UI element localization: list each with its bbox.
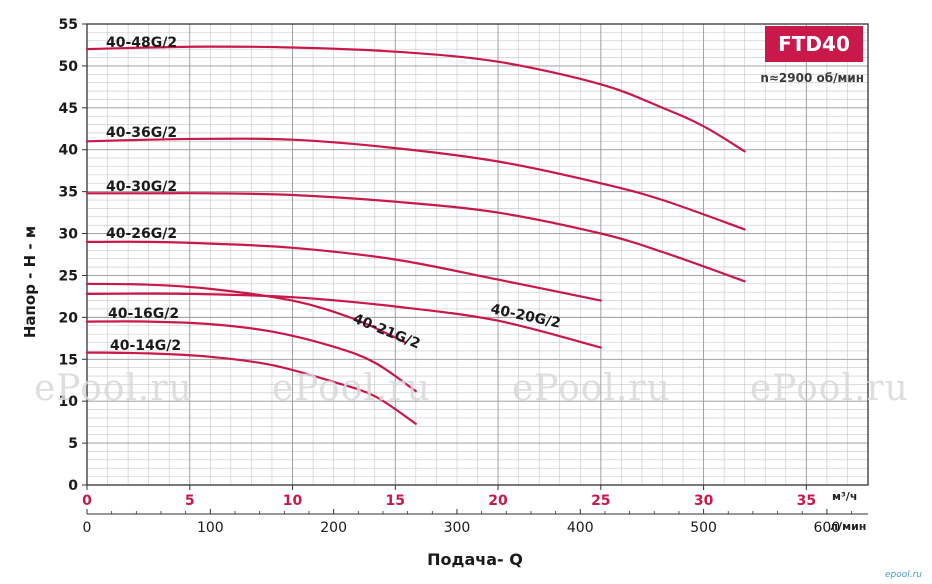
curve-label: 40-16G/2 <box>108 306 179 322</box>
y-tick-label: 20 <box>59 310 79 326</box>
x-tick-label: 20 <box>488 493 508 509</box>
pump-curve-40-36G/2 <box>85 137 746 231</box>
watermark-2: ePool.ru <box>272 368 431 409</box>
y-tick-label: 45 <box>59 101 78 117</box>
curve-label: 40-14G/2 <box>110 338 181 354</box>
x-tick-label: 25 <box>591 493 610 509</box>
y-tick-label: 50 <box>59 59 79 75</box>
x2-tick-label: 300 <box>444 520 471 536</box>
y-tick-label: 40 <box>59 143 79 159</box>
x-axis-label: Подача- Q <box>427 550 523 569</box>
y-axis-label: Напор - H - м <box>21 225 39 339</box>
y-tick-label: 0 <box>68 478 78 494</box>
corner-mark: epool.ru <box>884 570 922 580</box>
watermark-1: ePool.ru <box>34 368 193 409</box>
x2-tick-label: 0 <box>83 520 92 536</box>
curve-label: 40-26G/2 <box>106 226 177 242</box>
x-axis-unit: м³/ч <box>832 490 858 503</box>
pump-curve-40-26G/2 <box>85 240 602 302</box>
y-tick-label: 25 <box>59 268 78 284</box>
model-badge: FTD40 <box>765 26 863 62</box>
x-tick-label: 35 <box>797 493 816 509</box>
x-tick-label: 0 <box>82 493 92 509</box>
x-tick-label: 5 <box>185 493 195 509</box>
x2-tick-label: 600 <box>814 520 841 536</box>
watermark-4: ePool.ru <box>750 368 909 409</box>
curve-label: 40-36G/2 <box>106 125 177 141</box>
x2-tick-label: 400 <box>567 520 594 536</box>
x2-tick-label: 500 <box>690 520 717 536</box>
x-tick-label: 30 <box>694 493 714 509</box>
pump-curve-40-14G/2 <box>85 351 417 425</box>
y-tick-label: 55 <box>59 17 78 33</box>
pump-curve-40-48G/2 <box>85 45 746 153</box>
y-tick-label: 15 <box>59 352 78 368</box>
y-tick-label: 35 <box>59 185 78 201</box>
pump-curve-40-20G/2 <box>85 292 602 349</box>
y-tick-label: 5 <box>68 436 78 452</box>
pump-curve-40-30G/2 <box>85 192 746 283</box>
y-tick-label: 30 <box>59 227 79 243</box>
y-tick-label: 10 <box>59 394 79 410</box>
speed-subtitle: n≈2900 об/мин <box>760 71 864 85</box>
x2-tick-label: 200 <box>320 520 347 536</box>
pump-curve-40-16G/2 <box>85 320 417 393</box>
x-tick-label: 10 <box>283 493 303 509</box>
plot-frame <box>86 23 869 486</box>
x-tick-label: 15 <box>386 493 405 509</box>
x2-axis-unit: л/мин <box>830 520 867 533</box>
curve-label: 40-30G/2 <box>106 179 177 195</box>
curve-label: 40-48G/2 <box>106 35 177 51</box>
watermark-3: ePool.ru <box>512 368 671 409</box>
x2-tick-label: 100 <box>197 520 224 536</box>
